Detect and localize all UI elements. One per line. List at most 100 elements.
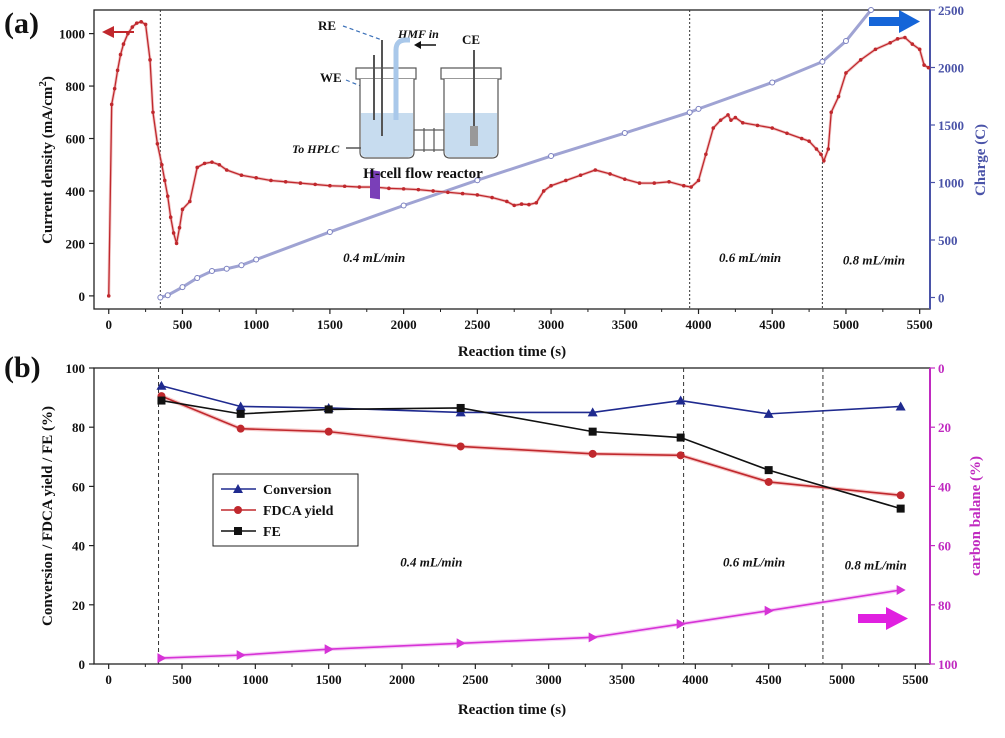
current-point-9 [139,20,143,24]
inset-left-cell-liquid [361,113,413,157]
panel-b-xtick-label-2: 1000 [242,672,268,687]
current-point-32 [298,181,303,185]
current-point-70 [740,120,745,125]
current-point-25 [210,160,214,164]
panel-a-flow-label-1: 0.6 mL/min [719,250,781,265]
panel-a-ytick-label-5: 1000 [59,27,85,42]
current-point-1 [109,102,114,107]
panel-a-y-right-ticks: 0 500 1000 1500 2000 2500 [929,3,964,309]
inset-left-cell-cap [355,67,417,80]
inset-we-label: WE [320,70,342,85]
panel-b-label: (b) [4,351,41,384]
inset-right-cell-cap [440,67,502,80]
panel-a-xtick-label-4: 2000 [391,317,417,332]
current-point-75 [807,139,811,143]
panel-b-xtick-label-3: 1500 [316,672,342,687]
current-point-7 [130,25,135,29]
inset-we-electrode [370,170,380,200]
current-point-73 [785,131,789,136]
charge-point-17 [842,38,849,45]
current-point-4 [118,52,123,57]
charge-point-11 [548,153,555,160]
current-point-16 [165,194,170,199]
panel-b-xtick-label-7: 3500 [609,672,635,687]
current-point-86 [895,37,900,41]
panel-a-xtick-label-0: 0 [105,317,112,332]
fe-point-1 [236,409,245,418]
inset-ce-electrode [470,126,478,146]
panel-a-left-axis-arrow [102,26,134,38]
panel-b-xtick-label-8: 4000 [682,672,708,687]
current-point-76 [814,147,819,151]
current-line-halo [107,20,930,296]
current-point-3 [115,68,120,73]
current-point-18 [171,231,176,235]
panel-b-legend: Conversion FDCA yield FE [212,473,359,547]
current-point-88 [910,42,915,46]
panel-b-ytick-label-4: 80 [72,420,85,435]
current-point-11 [148,58,152,62]
panel-a-xtick-label-8: 4000 [686,317,712,332]
current-point-51 [541,189,546,193]
current-point-19 [174,241,179,246]
current-point-42 [446,190,450,195]
panel-a-ytickR-label-2: 1000 [938,176,964,191]
panel-a-xtick-label-1: 500 [173,317,193,332]
inset-bridge [413,129,445,151]
panel-b-flow-labels: 0.4 mL/min 0.6 mL/min 0.8 mL/min [400,554,907,572]
current-point-45 [490,195,494,200]
current-point-83 [858,58,863,62]
fe-point-7 [896,504,905,513]
carbon-balance-halo [161,588,901,661]
current-point-23 [195,165,200,170]
inset-ce-label: CE [462,32,480,47]
panel-a-xtick-label-7: 3500 [612,317,638,332]
current-point-54 [578,173,583,178]
current-point-43 [460,191,465,196]
fdca-yield-point-6 [764,477,773,486]
current-point-40 [416,187,421,192]
charge-point-7 [253,256,260,263]
charge-point-10 [474,177,481,184]
current-point-59 [652,181,657,185]
current-point-17 [168,215,173,220]
charge-point-1 [164,292,171,299]
current-point-28 [239,173,244,178]
current-point-2 [112,86,117,91]
current-point-69 [733,115,738,120]
panel-b-xtick-label-11: 5500 [902,672,928,687]
inset-hmf-inlet-tube [393,37,410,120]
current-point-24 [202,161,207,166]
panel-a-flow-labels: 0.4 mL/min 0.6 mL/min 0.8 mL/min [343,250,905,268]
charge-point-0 [157,294,164,301]
current-point-55 [593,168,598,172]
current-point-29 [254,176,258,180]
panel-a-y-left-ticks: 0 200 400 600 800 1000 [59,27,94,304]
panel-a-xtick-label-10: 5000 [833,317,859,332]
current-point-60 [667,179,671,184]
panel-a-ytick-label-1: 200 [66,236,86,251]
panel-b-xtick-label-10: 5000 [829,672,855,687]
panel-a-ytick-label-3: 600 [66,132,86,147]
legend-conversion-label: Conversion [263,483,332,498]
current-point-79 [826,147,831,151]
fdca-yield-point-2 [324,427,333,436]
panel-b-flow-label-0: 0.4 mL/min [400,554,462,569]
panel-b-ytickR-label-5: 100 [938,657,958,672]
fe-point-3 [456,403,465,412]
current-point-5 [121,42,126,46]
panel-b-ytickR-label-0: 0 [938,361,945,376]
charge-point-14 [695,105,702,112]
legend-item-fdca: FDCA yield [221,504,334,519]
current-point-47 [512,203,517,208]
panel-a-charge-series [157,7,875,301]
charge-point-12 [621,130,628,137]
charge-point-3 [194,274,201,281]
fe-point-2 [324,405,333,414]
current-point-91 [926,65,931,70]
panel-a-y-left-label: Current density (mA/cm2) [37,76,56,244]
current-point-65 [711,126,716,130]
conversion-point-4 [587,407,598,417]
current-point-31 [283,179,288,184]
